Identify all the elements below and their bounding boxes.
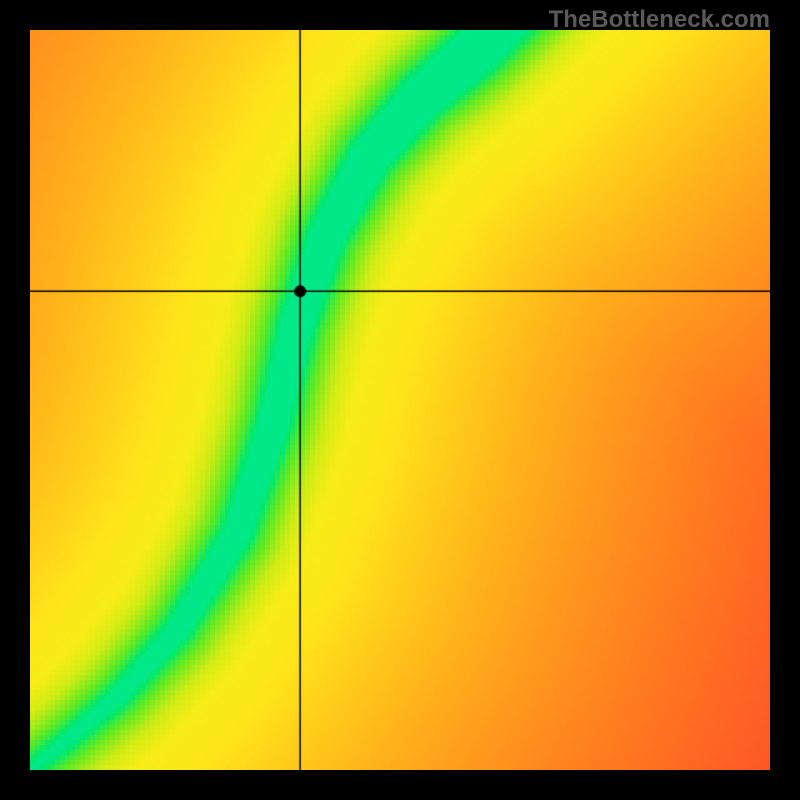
crosshair-overlay — [30, 30, 770, 770]
chart-container: TheBottleneck.com — [0, 0, 800, 800]
